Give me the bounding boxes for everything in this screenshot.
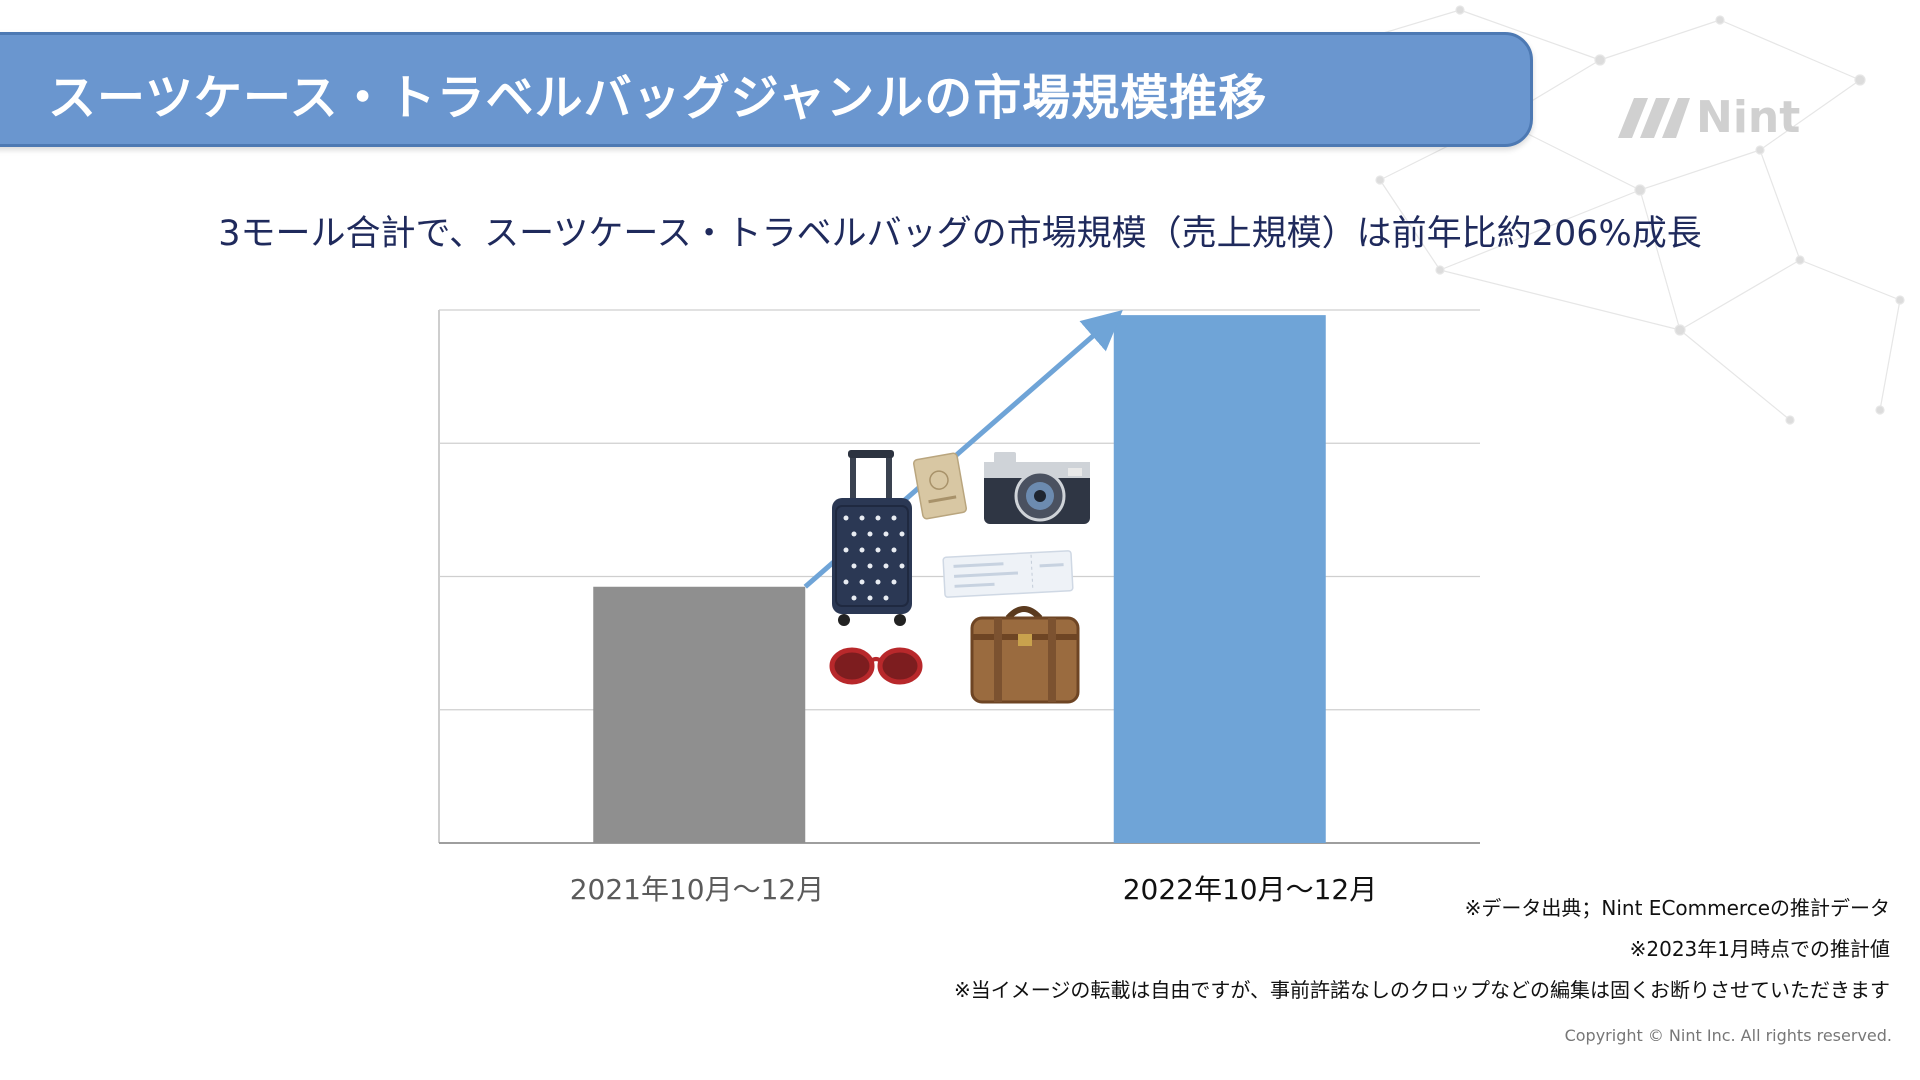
- passport-icon: [913, 452, 967, 520]
- x-tick-label: 2021年10月〜12月: [569, 873, 825, 906]
- ticket-icon: [942, 550, 1074, 598]
- reprint-note: ※当イメージの転載は自由ですが、事前許諾なしのクロップなどの編集は固くお断りさせ…: [954, 978, 1890, 1002]
- x-tick-label: 2022年10月〜12月: [1122, 873, 1378, 906]
- copyright: Copyright © Nint Inc. All rights reserve…: [1564, 1026, 1892, 1045]
- bar-chart: [438, 309, 1480, 844]
- bar-1: [1113, 315, 1326, 843]
- page-title: スーツケース・トラベルバッグジャンルの市場規模推移: [48, 70, 1268, 126]
- leather-bag-icon: [970, 606, 1080, 704]
- bar-0: [593, 586, 806, 843]
- camera-icon: [984, 452, 1090, 524]
- estimate-note: ※2023年1月時点での推計値: [1629, 937, 1890, 961]
- nint-logo: Nint: [1618, 92, 1800, 143]
- source-note: ※データ出典；Nint ECommerceの推計データ: [1464, 896, 1890, 920]
- suitcase-icon: [832, 450, 912, 626]
- chart-subtitle: 3モール合計で、スーツケース・トラベルバッグの市場規模（売上規模）は前年比約20…: [218, 214, 1702, 254]
- title-banner: [0, 32, 1533, 147]
- logo-text: Nint: [1696, 92, 1801, 143]
- nint-logo-icon: [1618, 97, 1690, 138]
- sunglasses-icon: [829, 647, 923, 685]
